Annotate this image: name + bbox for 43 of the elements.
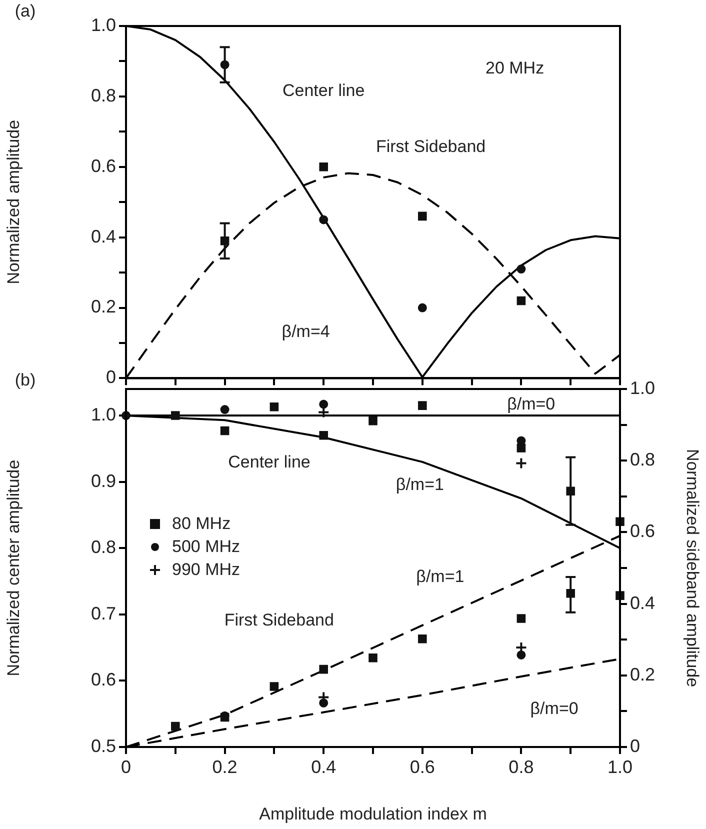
y-tick-label: 0.6 [90, 156, 116, 176]
y2-tick-label: 0.4 [630, 592, 656, 613]
legend-label: 500 MHz [172, 536, 240, 556]
y-tick-label: 0.9 [90, 470, 116, 491]
y2-tick-label: 0 [630, 736, 640, 756]
annotation: β/m=1 [396, 474, 444, 494]
y-tick-label: 0 [106, 367, 116, 388]
x-axis-title: Amplitude modulation index m [259, 804, 487, 824]
y-tick-label: 0.7 [90, 603, 116, 624]
y2-tick-label: 0.6 [630, 521, 656, 542]
y-tick-label: 0.8 [90, 537, 116, 558]
annotation: β/m=1 [416, 566, 464, 586]
x-tick-label: 0.4 [311, 756, 336, 777]
annotation: First Sideband [376, 136, 486, 156]
y2-axis-title: Normalized sideband amplitude [683, 448, 702, 688]
y-axis-title: Normalized center amplitude [4, 460, 23, 676]
y-tick-label: 0.8 [90, 85, 116, 106]
annotation: First Sideband [224, 610, 334, 630]
x-tick-label: 0.2 [212, 756, 238, 777]
annotation: Center line [228, 452, 310, 472]
annotation: 20 MHz [485, 58, 544, 78]
annotation: β/m=0 [507, 394, 556, 414]
annotation: Center line [282, 80, 365, 100]
x-tick-label: 0.8 [508, 756, 534, 777]
y-tick-label: 0.6 [90, 670, 116, 690]
annotation: β/m=0 [530, 698, 578, 718]
x-tick-label: 1.0 [607, 756, 633, 777]
y-tick-label: 0.4 [90, 226, 116, 246]
y-axis-title: Normalized amplitude [4, 120, 23, 284]
y-tick-label: 0.2 [90, 296, 116, 317]
y-tick-label: 1.0 [90, 14, 116, 35]
legend-label: 990 MHz [172, 560, 240, 580]
text: (a) [14, 2, 36, 21]
y2-tick-label: 1.0 [630, 378, 656, 398]
annotation: β/m=4 [282, 322, 330, 342]
x-tick-label: 0 [120, 756, 132, 777]
y2-tick-label: 0.8 [630, 450, 656, 470]
legend-label: 80 MHz [172, 514, 231, 534]
y-tick-label: 0.5 [90, 736, 116, 756]
y-tick-label: 1.0 [90, 404, 116, 424]
x-tick-label: 0.6 [410, 756, 435, 777]
y2-tick-label: 0.2 [630, 664, 656, 684]
text: (b) [14, 370, 36, 390]
